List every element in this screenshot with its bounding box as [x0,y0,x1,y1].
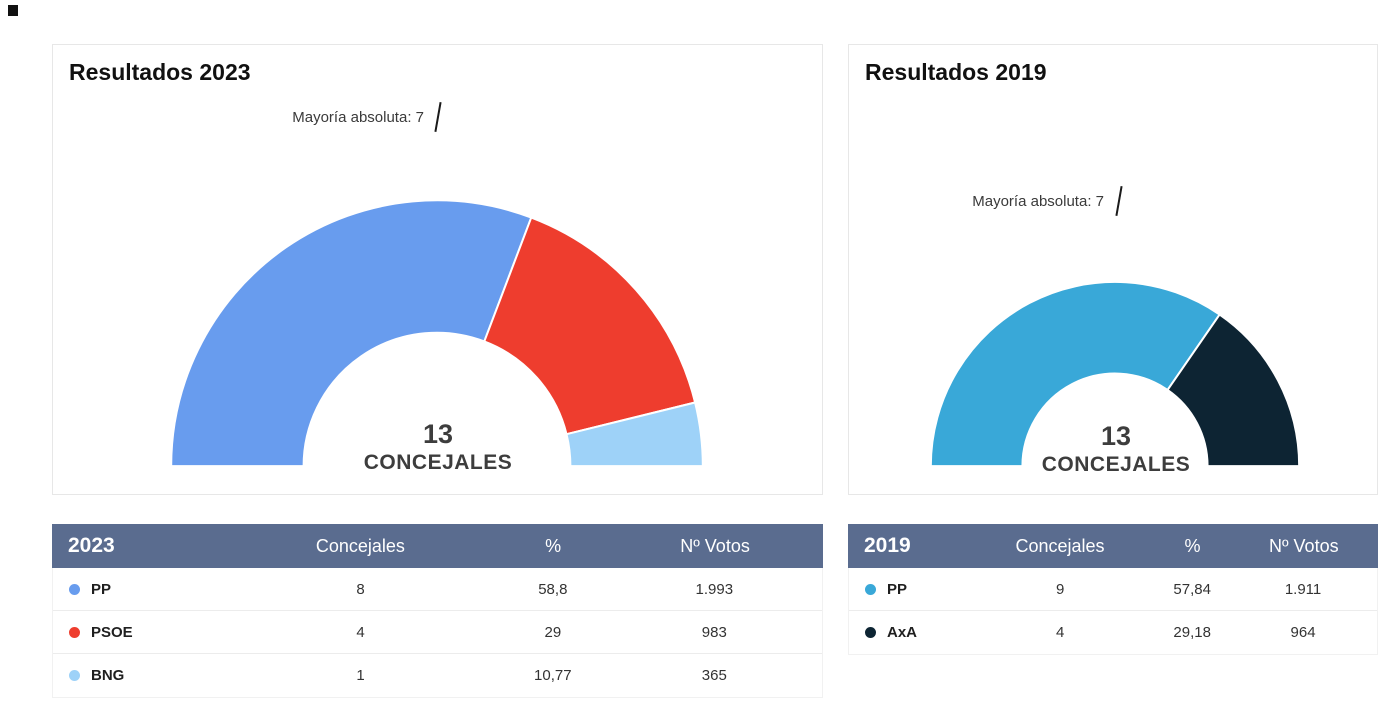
table-row: PP 8 58,8 1.993 [53,568,822,611]
party-name: PP [91,580,112,598]
table-header-row: 2023 Concejales % Nº Votos [52,524,823,568]
party-name: PSOE [91,623,133,641]
table-body: PP 8 58,8 1.993 PSOE 4 29 983 BNG [52,568,823,698]
percent-cell: 10,77 [534,667,572,684]
table-header-concejales: Concejales [315,535,405,556]
results-panel-2019: Resultados 2019 Mayoría absoluta: 7 13 C… [848,44,1378,495]
seats-cell: 8 [356,580,365,598]
seats-cell: 1 [356,667,365,684]
majority-label-2023: Mayoría absoluta: 7 [292,109,424,126]
votes-cell: 1.911 [1284,580,1322,598]
votes-cell: 964 [1290,624,1316,641]
votes-cell: 983 [701,623,727,641]
table-header-votes: Nº Votos [680,535,750,556]
party-cell: PP [53,581,222,598]
results-table-2019: 2019 Concejales % Nº Votos PP 9 57,84 1.… [848,524,1378,655]
table-header-votes: Nº Votos [1268,535,1339,556]
party-name: AxA [887,624,918,641]
results-panel-2023: Resultados 2023 Mayoría absoluta: 7 13 C… [52,44,823,495]
percent-cell: 58,8 [538,580,568,598]
table-row: PSOE 4 29 983 [53,611,822,654]
party-name: PP [887,580,908,598]
seat-segment-PP[interactable] [929,280,1222,468]
party-cell: PSOE [53,624,222,641]
seat-segment-AxA[interactable] [1166,313,1301,468]
seat-segment-BNG[interactable] [565,401,704,468]
votes-cell: 365 [701,667,727,684]
party-cell: AxA [849,624,965,641]
total-seats-label: CONCEJALES [1041,453,1191,476]
seat-segment-PSOE[interactable] [483,216,697,436]
majority-label-2019: Mayoría absoluta: 7 [972,193,1104,210]
table-header-percent: % [1184,535,1201,556]
seat-segment-PP[interactable] [170,199,533,468]
chart-center-text-2023: 13 CONCEJALES [364,419,513,476]
seats-halfdonut-chart-2019 [929,280,1301,468]
party-cell: PP [849,581,965,598]
votes-cell: 1.993 [695,580,734,598]
percent-cell: 29,18 [1173,624,1211,641]
table-header-row: 2019 Concejales % Nº Votos [848,524,1378,568]
results-table-2023: 2023 Concejales % Nº Votos PP 8 58,8 1.9… [52,524,823,698]
panel-title-2023: Resultados 2023 [69,59,251,85]
table-header-concejales: Concejales [1015,535,1105,556]
table-row: PP 9 57,84 1.911 [849,568,1377,611]
party-color-dot [865,583,876,595]
panel-title-2019: Resultados 2019 [865,59,1047,85]
table-row: BNG 1 10,77 365 [53,654,822,697]
page-corner-mark [8,5,18,16]
table-row: AxA 4 29,18 964 [849,611,1377,654]
seats-cell: 4 [1056,624,1065,641]
party-color-dot [69,670,80,681]
total-seats-label: CONCEJALES [363,451,513,474]
table-header-percent: % [545,535,562,556]
party-color-dot [865,627,876,638]
seats-halfdonut-chart-2023 [170,199,704,468]
seats-cell: 4 [356,623,365,641]
table-header-year: 2023 [68,534,115,557]
party-cell: BNG [53,667,222,684]
total-seats-value: 13 [1100,421,1132,451]
party-color-dot [69,626,80,638]
table-header-year: 2019 [864,534,911,557]
party-name: BNG [91,667,125,684]
chart-center-text-2019: 13 CONCEJALES [1042,421,1191,478]
seats-cell: 9 [1056,580,1065,598]
party-color-dot [69,583,80,595]
percent-cell: 29 [544,623,562,641]
table-body: PP 9 57,84 1.911 AxA 4 29,18 964 [848,568,1378,655]
total-seats-value: 13 [422,419,454,449]
percent-cell: 57,84 [1173,580,1211,598]
